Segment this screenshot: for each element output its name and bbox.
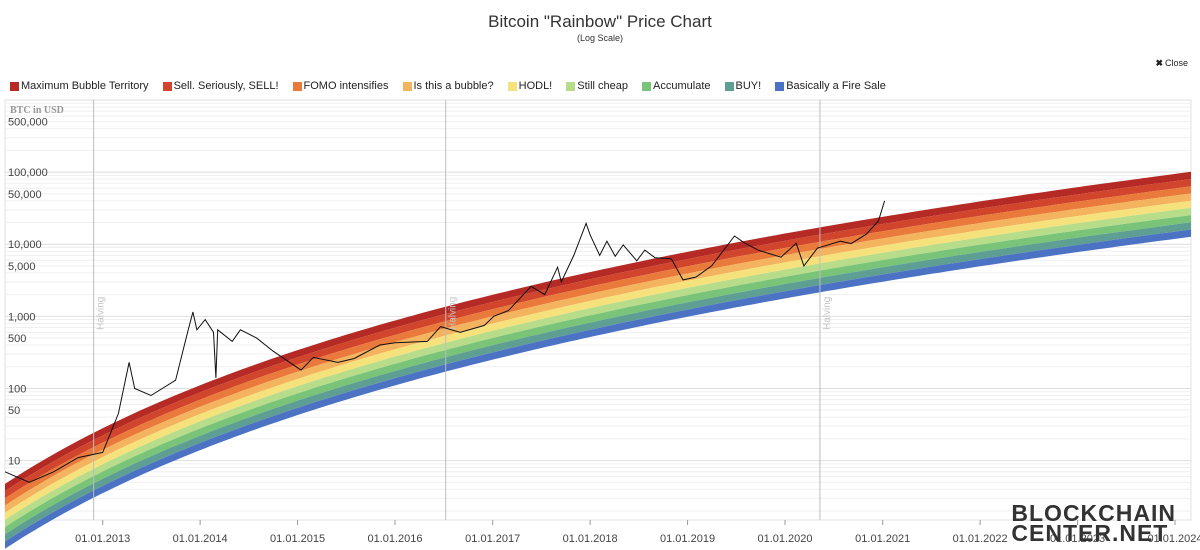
legend-swatch [402, 81, 412, 91]
legend-item-fomo[interactable]: FOMO intensifies [292, 80, 389, 92]
legend-item-sell[interactable]: Sell. Seriously, SELL! [162, 80, 279, 92]
legend-label: Sell. Seriously, SELL! [173, 80, 279, 92]
rainbow-chart: Halving Halving Halving 10 50 100 500 1,000 5,0… [4, 99, 1200, 549]
watermark-line-2: CENTER.NET [1011, 520, 1169, 546]
legend: Maximum Bubble Territory Sell. Seriously… [10, 80, 886, 92]
y-tick-label: 5,000 [8, 261, 36, 273]
x-tick-label: 01.01.2020 [757, 533, 812, 545]
halving-lines: Halving Halving Halving [93, 100, 833, 520]
legend-swatch [724, 81, 734, 91]
legend-item-still-cheap[interactable]: Still cheap [566, 80, 628, 92]
x-tick-label: 01.01.2017 [465, 533, 520, 545]
x-tick-label: 01.01.2021 [855, 533, 910, 545]
y-axis-label: BTC in USD [10, 105, 64, 116]
legend-item-hodl[interactable]: HODL! [507, 80, 553, 92]
legend-label: Maximum Bubble Territory [21, 80, 149, 92]
legend-swatch [292, 81, 302, 91]
legend-item-accumulate[interactable]: Accumulate [642, 80, 711, 92]
x-tick-label: 01.01.2018 [563, 533, 618, 545]
x-axis: 01.01.2013 01.01.2014 01.01.2015 01.01.2016… [75, 520, 1200, 545]
y-tick-label: 100 [8, 383, 26, 395]
legend-swatch [507, 81, 517, 91]
y-tick-label: 50,000 [8, 189, 42, 201]
legend-label: Accumulate [653, 80, 711, 92]
halving-label: Halving [96, 297, 107, 330]
y-tick-label: 1,000 [8, 311, 36, 323]
x-tick-label: 01.01.2023 [1050, 533, 1105, 545]
legend-label: BUY! [735, 80, 762, 92]
legend-item-fire-sale[interactable]: Basically a Fire Sale [775, 80, 886, 92]
legend-label: FOMO intensifies [303, 80, 389, 92]
price-line [4, 200, 886, 483]
legend-label: Basically a Fire Sale [786, 80, 886, 92]
legend-swatch [775, 81, 785, 91]
legend-item-bubble[interactable]: Is this a bubble? [402, 80, 494, 92]
x-tick-label: 01.01.2015 [270, 533, 325, 545]
legend-swatch [566, 81, 576, 91]
y-tick-label: 500,000 [8, 117, 48, 129]
legend-swatch [642, 81, 652, 91]
chart-title: Bitcoin "Rainbow" Price Chart [488, 12, 712, 31]
x-tick-label: 01.01.2016 [367, 533, 422, 545]
legend-label: Is this a bubble? [413, 80, 494, 92]
legend-item-maximum-bubble[interactable]: Maximum Bubble Territory [10, 80, 149, 92]
legend-label: HODL! [518, 80, 553, 92]
y-tick-label: 10,000 [8, 239, 42, 251]
y-tick-label: 500 [8, 333, 26, 345]
watermark-logo: BLOCKCHAIN CENTER.NET [1011, 500, 1176, 546]
y-tick-label: 100,000 [8, 167, 48, 179]
close-button[interactable]: ✖ Close [1155, 58, 1188, 69]
x-tick-label: 01.01.2014 [173, 533, 228, 545]
x-tick-label: 01.01.2019 [660, 533, 715, 545]
x-tick-label: 01.01.2024 [1147, 533, 1200, 545]
watermark-line-1: BLOCKCHAIN [1011, 500, 1176, 526]
legend-label: Still cheap [577, 80, 629, 92]
halving-label: Halving [448, 297, 459, 330]
x-tick-label: 01.01.2013 [75, 533, 130, 545]
close-icon: ✖ [1155, 58, 1163, 68]
y-tick-label: 50 [8, 405, 20, 417]
chart-subtitle: (Log Scale) [576, 33, 624, 43]
legend-swatch [162, 81, 172, 91]
legend-swatch [10, 81, 19, 91]
y-tick-label: 10 [8, 456, 20, 468]
close-label: Close [1164, 58, 1188, 68]
halving-label: Halving [822, 297, 833, 330]
y-axis: 10 50 100 500 1,000 5,000 10,000 50,000 100,000 5… [8, 117, 48, 468]
x-tick-label: 01.01.2022 [953, 533, 1008, 545]
legend-item-buy[interactable]: BUY! [724, 80, 762, 92]
